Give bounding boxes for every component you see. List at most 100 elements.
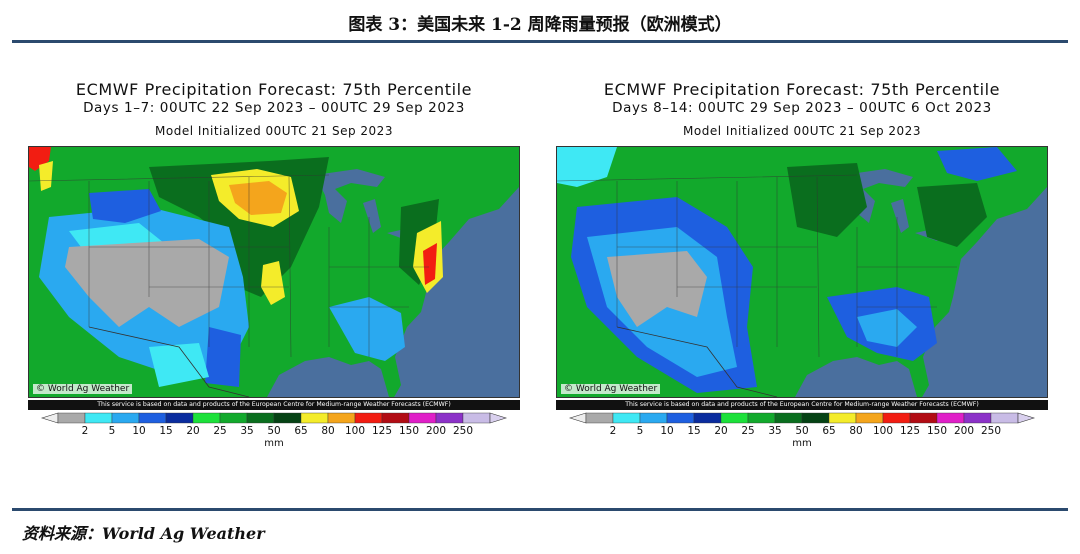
copyright-credit: © World Ag Weather	[33, 384, 133, 394]
copyright-credit: © World Ag Weather	[561, 384, 661, 394]
legend-tick-label: 50	[267, 425, 280, 437]
forecast-panel-days-1-7: ECMWF Precipitation Forecast: 75th Perce…	[28, 78, 520, 450]
dark-blue-west	[89, 189, 241, 387]
light-rain-northwest	[557, 147, 617, 187]
legend-swatch	[246, 412, 275, 424]
extreme-rain-east-coast	[423, 243, 437, 285]
bottom-rule	[12, 508, 1068, 511]
legend-swatch	[219, 412, 248, 424]
legend-swatch	[882, 412, 911, 424]
legend-swatch	[936, 412, 965, 424]
color-legend: 2 5 10 15 20 25 35 50 65 80 100 125 150 200 250	[40, 412, 508, 437]
forecast-panel-days-8-14: ECMWF Precipitation Forecast: 75th Perce…	[556, 78, 1048, 450]
heavy-rain-northwest-coast	[39, 161, 53, 191]
color-legend: 2 5 10 15 20 25 35 50 65 80 100 125 150 200 250	[568, 412, 1036, 437]
very-heavy-rain-upper-midwest	[229, 181, 287, 215]
precipitation-map: © World Ag Weather	[28, 146, 520, 398]
legend-swatch	[801, 412, 830, 424]
legend-tick-label: 125	[900, 425, 920, 437]
legend-swatch	[963, 412, 992, 424]
ecmwf-disclaimer: This service is based on data and produc…	[28, 400, 520, 410]
legend-tick-label: 80	[321, 425, 334, 437]
legend-swatch	[855, 412, 884, 424]
legend-swatch	[111, 412, 140, 424]
legend-tick-label: 250	[453, 425, 473, 437]
legend-swatch	[693, 412, 722, 424]
legend-swatch	[192, 412, 221, 424]
legend-tick-label: 35	[768, 425, 781, 437]
legend-tick-label: 2	[82, 425, 89, 437]
heavy-rain-plains	[261, 261, 285, 305]
legend-tick-label: 100	[345, 425, 365, 437]
legend-swatch	[408, 412, 437, 424]
legend-swatch	[774, 412, 803, 424]
legend-tick-label: 15	[159, 425, 172, 437]
legend-swatch	[585, 412, 614, 424]
figure-source: 资料来源：World Ag Weather	[22, 524, 265, 543]
legend-swatch	[273, 412, 302, 424]
legend-tick-label: 65	[822, 425, 835, 437]
legend-tick-label: 100	[873, 425, 893, 437]
legend-tick-label: 250	[981, 425, 1001, 437]
legend-arrow-left	[40, 412, 59, 424]
panel-init: Model Initialized 00UTC 21 Sep 2023	[155, 124, 393, 138]
legend-swatch	[462, 412, 491, 424]
legend-swatch	[990, 412, 1019, 424]
legend-swatch	[354, 412, 383, 424]
ecmwf-disclaimer: This service is based on data and produc…	[556, 400, 1048, 410]
legend-swatch	[381, 412, 410, 424]
panel-period: Days 8–14: 00UTC 29 Sep 2023 – 00UTC 6 O…	[612, 100, 992, 116]
mexico-border	[88, 326, 250, 397]
legend-tick-label: 50	[795, 425, 808, 437]
legend-tick-label: 65	[294, 425, 307, 437]
legend-tick-label: 200	[426, 425, 446, 437]
legend-unit: mm	[264, 438, 284, 449]
great-lakes	[843, 169, 949, 241]
legend-swatch	[639, 412, 668, 424]
legend-tick-label: 80	[849, 425, 862, 437]
legend-unit: mm	[792, 438, 812, 449]
legend-swatch	[666, 412, 695, 424]
legend-tick-label: 20	[186, 425, 199, 437]
panel-init: Model Initialized 00UTC 21 Sep 2023	[683, 124, 921, 138]
top-rule	[12, 40, 1068, 43]
legend-arrow-right	[489, 412, 508, 424]
legend-swatch	[138, 412, 167, 424]
legend-swatch	[828, 412, 857, 424]
legend-swatch	[327, 412, 356, 424]
legend-swatch	[747, 412, 776, 424]
legend-tick-label: 25	[741, 425, 754, 437]
legend-tick-label: 10	[660, 425, 673, 437]
legend-arrow-right	[1017, 412, 1036, 424]
panel-period: Days 1–7: 00UTC 22 Sep 2023 – 00UTC 29 S…	[83, 100, 465, 116]
cyan-southeast	[857, 309, 917, 347]
gulf-of-mexico	[795, 357, 917, 397]
state-borders	[29, 174, 429, 358]
great-lakes	[315, 169, 421, 241]
heavy-rain-east	[787, 163, 987, 247]
legend-swatch	[909, 412, 938, 424]
dry-region	[607, 251, 707, 327]
legend-tick-label: 35	[240, 425, 253, 437]
light-rain-southeast	[329, 297, 405, 361]
legend-tick-label: 5	[637, 425, 644, 437]
legend-tick-label: 2	[610, 425, 617, 437]
legend-tick-label: 150	[927, 425, 947, 437]
legend-tick-label: 5	[109, 425, 116, 437]
legend-swatch	[435, 412, 464, 424]
gulf-of-mexico	[267, 357, 389, 397]
panel-title: ECMWF Precipitation Forecast: 75th Perce…	[75, 80, 473, 99]
legend-swatch	[84, 412, 113, 424]
legend-tick-label: 150	[399, 425, 419, 437]
state-borders	[557, 174, 957, 358]
dry-region	[65, 239, 229, 327]
precipitation-map: © World Ag Weather	[556, 146, 1048, 398]
legend-tick-label: 200	[954, 425, 974, 437]
legend-swatch	[300, 412, 329, 424]
panel-title: ECMWF Precipitation Forecast: 75th Perce…	[603, 80, 1001, 99]
legend-swatch	[57, 412, 86, 424]
heavy-rain-northwest	[29, 147, 51, 171]
legend-swatch	[720, 412, 749, 424]
legend-tick-label: 25	[213, 425, 226, 437]
legend-arrow-left	[568, 412, 587, 424]
